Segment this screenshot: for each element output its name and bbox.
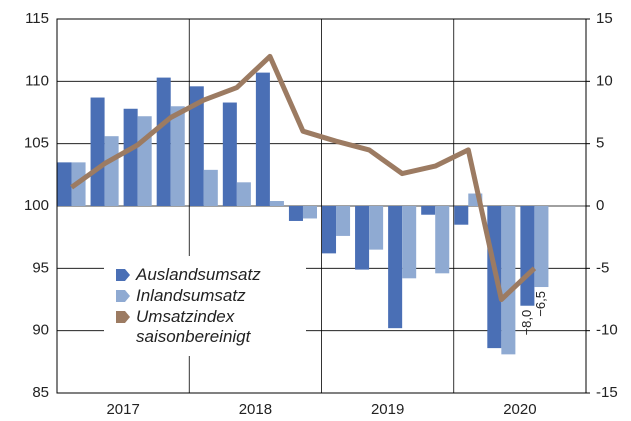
y2-tick-label: -5: [596, 259, 609, 276]
y2-tick-label: -15: [596, 384, 618, 401]
bar: [288, 206, 303, 221]
bar: [302, 206, 317, 219]
bar: [269, 201, 284, 206]
value-label: −6,5: [533, 291, 548, 317]
bar: [454, 206, 469, 225]
bar: [203, 169, 218, 206]
plot-frame: [56, 18, 587, 394]
bar: [534, 206, 549, 288]
bar: [520, 206, 535, 306]
legend: Auslandsumsatz Inlandsumsatz Umsatzindex s…: [104, 256, 306, 356]
x-group-label: 2018: [239, 401, 272, 418]
legend-marker: [116, 269, 130, 281]
bar: [336, 206, 351, 236]
value-label: −8,0: [519, 310, 534, 336]
bar: [501, 206, 516, 355]
legend-marker: [116, 290, 130, 302]
y-tick-label: 95: [32, 259, 49, 276]
bar: [355, 206, 370, 270]
bar: [137, 116, 152, 206]
bar: [236, 182, 251, 206]
bar: [402, 206, 417, 279]
bar: [388, 206, 403, 329]
y2-tick-label: 5: [596, 135, 604, 152]
legend-label: Umsatzindex saisonbereinigt: [136, 307, 251, 346]
bar: [189, 86, 204, 206]
bar: [104, 136, 119, 206]
bar: [170, 106, 185, 206]
bar: [123, 108, 138, 206]
y-tick-label: 110: [25, 72, 49, 89]
y-tick-label: 100: [24, 197, 49, 214]
line-series: [70, 53, 537, 302]
legend-swatch: [116, 290, 130, 302]
bar: [435, 206, 450, 274]
bar: [421, 206, 436, 215]
bar: [369, 206, 384, 250]
legend-swatch: [116, 269, 130, 281]
y-tick-label: 90: [32, 322, 49, 339]
bar: [90, 97, 105, 206]
bar: [322, 206, 337, 254]
y2-tick-label: -10: [596, 322, 618, 339]
legend-item: Umsatzindex saisonbereinigt: [116, 307, 300, 347]
y-tick-label: 115: [25, 10, 49, 27]
bar: [156, 77, 171, 207]
y2-tick-label: 15: [596, 10, 613, 27]
legend-swatch: [116, 311, 130, 323]
legend-item: Inlandsumsatz: [116, 286, 300, 306]
y-tick-label: 85: [32, 384, 49, 401]
legend-marker: [116, 311, 130, 323]
legend-label: Auslandsumsatz: [136, 265, 261, 284]
y2-tick-label: 10: [596, 72, 613, 89]
legend-label: Inlandsumsatz: [136, 286, 246, 305]
x-group-label: 2020: [503, 401, 536, 418]
bar: [57, 162, 72, 206]
x-group-label: 2017: [106, 401, 139, 418]
bar: [222, 102, 237, 206]
y2-tick-label: 0: [596, 197, 604, 214]
x-group-label: 2019: [371, 401, 404, 418]
legend-item: Auslandsumsatz: [116, 265, 300, 285]
y-tick-label: 105: [24, 135, 49, 152]
bar: [255, 72, 270, 207]
